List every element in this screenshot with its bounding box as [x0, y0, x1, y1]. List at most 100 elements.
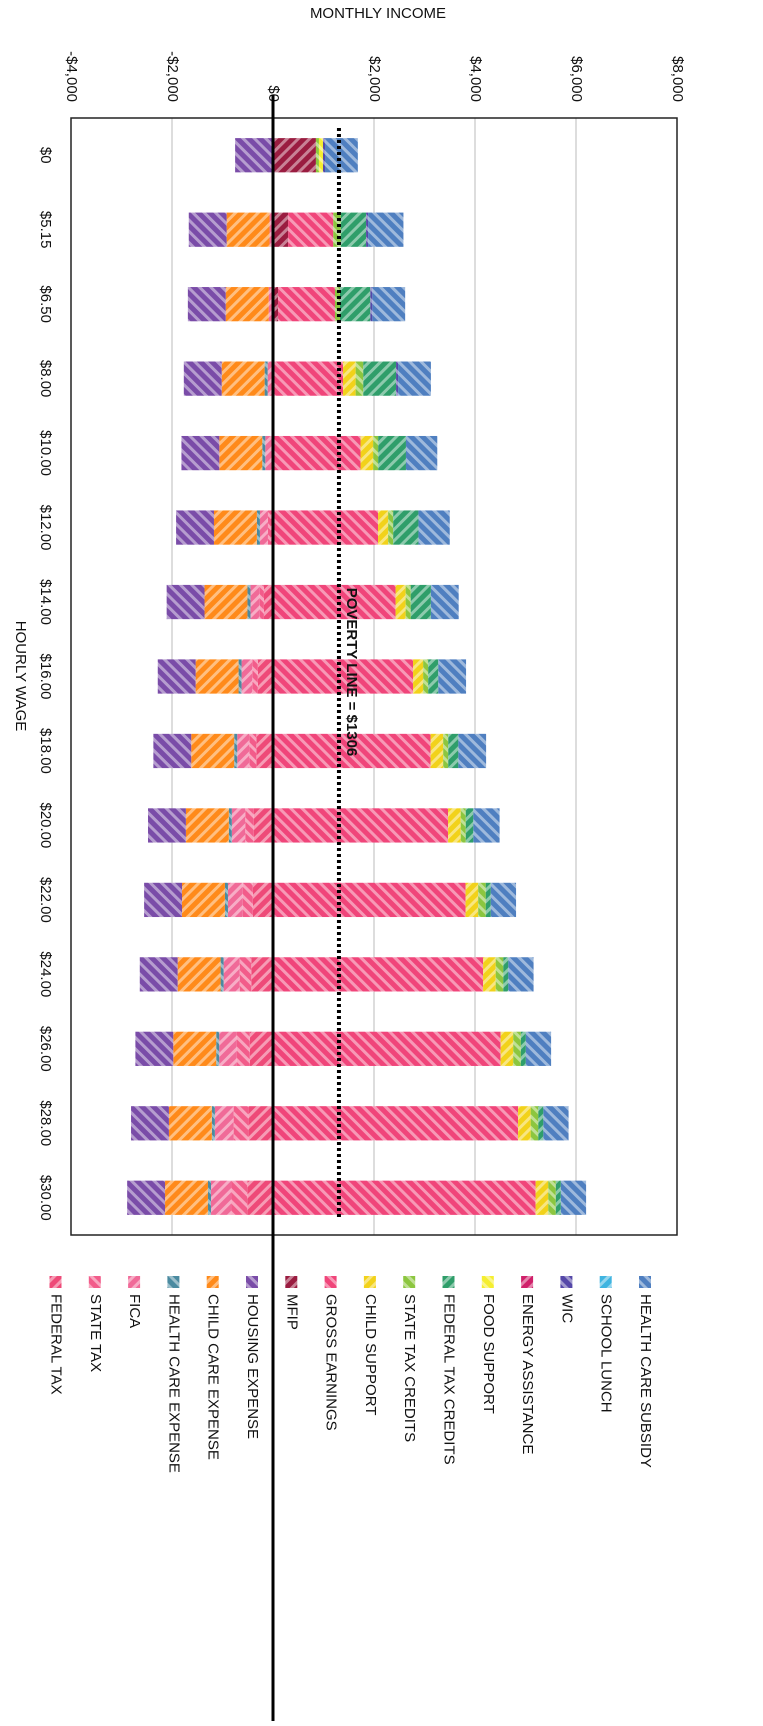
bar-segment — [242, 882, 253, 918]
bar-segment — [340, 212, 367, 247]
bar-segment — [372, 287, 406, 322]
bar-segment — [273, 435, 361, 471]
bar-segment — [223, 957, 240, 992]
bar-segment — [398, 361, 431, 396]
x-tick-label: $30.00 — [37, 1175, 54, 1221]
bar-segment — [555, 1180, 561, 1215]
bar-segment — [273, 659, 414, 694]
bar-segment — [438, 659, 467, 694]
bar-segment — [322, 138, 326, 173]
bar-segment — [185, 808, 229, 843]
bar-segment — [278, 287, 335, 322]
legend-label: FEDERAL TAX — [48, 1294, 65, 1395]
bar-segment — [500, 1031, 514, 1066]
legend-label: FEDERAL TAX CREDITS — [441, 1294, 458, 1465]
x-tick-label: $0 — [37, 147, 54, 164]
bar-segment — [237, 733, 250, 769]
legend-swatch — [324, 1276, 337, 1288]
bar-segment — [219, 435, 263, 471]
bar-segment — [257, 659, 273, 694]
bar-segment — [560, 1180, 587, 1215]
bar-segment — [465, 882, 479, 918]
bar-segment — [273, 808, 449, 843]
bar-segment — [253, 808, 273, 843]
legend-swatch — [442, 1276, 455, 1288]
bar-segment — [195, 659, 239, 694]
bar-segment — [220, 957, 224, 992]
bar-segment — [520, 1031, 526, 1066]
bar-segment — [273, 510, 379, 545]
bar-segment — [448, 733, 459, 769]
bar-segment — [148, 808, 186, 843]
legend-label: MFIP — [283, 1294, 300, 1330]
bar-segment — [363, 361, 397, 396]
legend-label: WIC — [558, 1294, 575, 1323]
legend-label: CHILD SUPPORT — [362, 1294, 379, 1415]
legend-label: HEALTH CARE SUBSIDY — [637, 1294, 654, 1468]
bar-segment — [430, 733, 444, 769]
bar-segment — [181, 882, 225, 918]
legend-swatch — [128, 1276, 141, 1288]
legend-swatch — [167, 1276, 180, 1288]
legend-swatch — [285, 1276, 298, 1288]
bar-segment — [405, 584, 411, 620]
bar-segment — [443, 733, 449, 769]
bar-segment — [343, 361, 356, 396]
bar-segment — [191, 733, 235, 769]
bar-segment — [219, 1031, 237, 1066]
bar-segment — [378, 510, 389, 545]
bar-segment — [535, 1180, 549, 1215]
bar-segment — [458, 733, 487, 769]
bar-segment — [465, 808, 474, 843]
bar-segment — [233, 1106, 249, 1141]
bar-segment — [211, 1106, 215, 1141]
legend-label: ENERGY ASSISTANCE — [519, 1294, 536, 1454]
bar-segment — [272, 882, 466, 918]
bar-segment — [225, 287, 269, 322]
bar-segment — [378, 435, 406, 471]
bar-segment — [325, 138, 358, 173]
bar-segment — [370, 287, 373, 322]
bar-segment — [288, 212, 334, 247]
bar-segment — [355, 361, 364, 396]
bar-segment — [495, 957, 504, 992]
legend-swatch — [481, 1276, 494, 1288]
x-tick-label: $10.00 — [37, 430, 54, 476]
legend-swatch — [521, 1276, 534, 1288]
legend-swatch — [206, 1276, 219, 1288]
bar-segment — [543, 1106, 569, 1141]
bar-segment — [396, 361, 399, 396]
bar-segment — [333, 212, 341, 247]
legend-swatch — [363, 1276, 376, 1288]
bar-segment — [272, 212, 289, 247]
bar-segment — [485, 882, 491, 918]
bar-segment — [177, 957, 221, 992]
bar-segment — [248, 1106, 273, 1141]
legend-label: CHILD CARE EXPENSE — [205, 1294, 222, 1460]
bar-segment — [366, 212, 369, 247]
bar-segment — [231, 1180, 248, 1215]
bar-segment — [131, 1106, 169, 1141]
legend-label: SCHOOL LUNCH — [598, 1294, 615, 1413]
x-tick-label: $24.00 — [37, 951, 54, 997]
bar-segment — [423, 659, 429, 694]
bar-segment — [144, 882, 182, 918]
bar-segment — [262, 435, 266, 471]
bar-segment — [252, 659, 258, 694]
x-tick-label: $20.00 — [37, 802, 54, 848]
bar-segment — [460, 808, 466, 843]
bar-segment — [165, 1180, 208, 1215]
bar-segment — [418, 510, 450, 545]
bar-segment — [249, 1031, 273, 1066]
bar-segment — [226, 212, 270, 247]
bar-segment — [256, 733, 273, 769]
bar-segment — [413, 659, 424, 694]
legend-swatch — [639, 1276, 651, 1288]
bar-segment — [188, 212, 227, 247]
bar-segment — [227, 882, 243, 918]
legend-label: GROSS EARNINGS — [323, 1294, 340, 1431]
bar-segment — [513, 1031, 521, 1066]
bar-segment — [388, 510, 394, 545]
legend-label: FICA — [126, 1294, 143, 1328]
